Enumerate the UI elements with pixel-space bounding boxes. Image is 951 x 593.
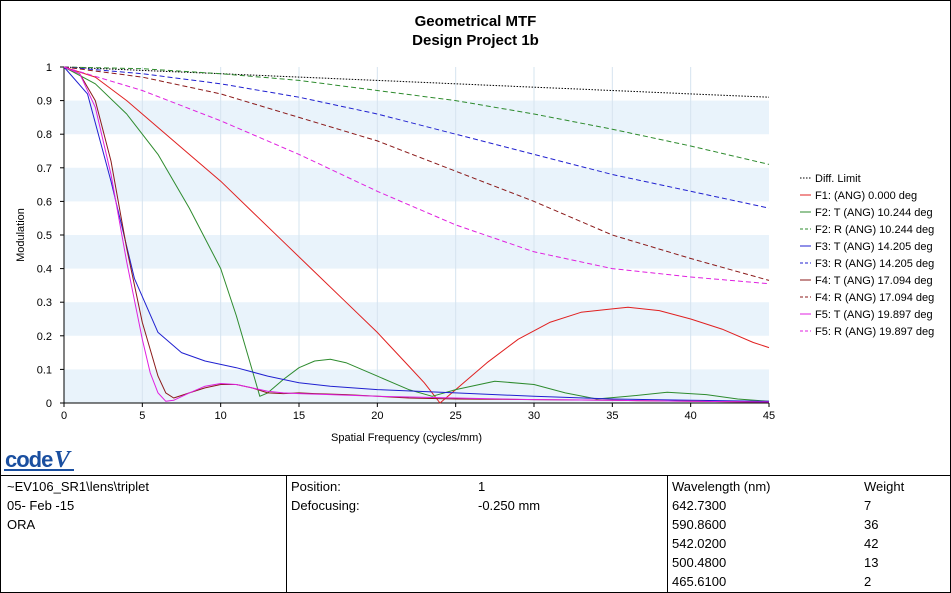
date-text: 05- Feb -15 [7, 498, 75, 513]
info-top-border [0, 475, 951, 476]
info-divider-1 [286, 475, 287, 592]
y-tick-label: 0.2 [37, 331, 52, 343]
mtf-plot: 0 5 10 15 20 25 30 35 40 45 0 0.1 0.2 0.3 0.4 0.5 0.6 0.7… [15, 62, 934, 444]
series-line [63, 66, 770, 281]
legend-label: Diff. Limit [815, 173, 861, 185]
legend-label: F2: R (ANG) 10.244 deg [815, 224, 934, 236]
x-tick-label: 15 [293, 410, 305, 422]
weight-value: 42 [864, 536, 879, 551]
weight-value: 2 [864, 574, 872, 589]
series-line [63, 66, 770, 404]
x-tick-label: 10 [215, 410, 227, 422]
position-value: 1 [478, 479, 486, 494]
weight-value: 7 [864, 498, 872, 513]
grid-band [64, 302, 769, 336]
chart-subtitle: Design Project 1b [412, 32, 539, 49]
y-tick-label: 0.6 [37, 196, 52, 208]
weight-value: 36 [864, 517, 879, 532]
y-tick-label: 0.8 [37, 129, 52, 141]
info-panel: ~EV106_SR1\lens\triplet 05- Feb -15 ORA … [0, 475, 951, 593]
legend-label: F5: R (ANG) 19.897 deg [815, 326, 934, 338]
y-tick-label: 0 [46, 398, 52, 410]
defocus-label: Defocusing: [291, 498, 360, 513]
legend-label: F4: T (ANG) 17.094 deg [815, 275, 933, 287]
y-tick-label: 0.4 [37, 264, 52, 276]
wavelength-value: 500.4800 [672, 555, 727, 570]
chart-title: Geometrical MTF [414, 13, 537, 30]
info-divider-2 [667, 475, 668, 592]
x-tick-label: 0 [61, 410, 67, 422]
y-tick-label: 0.5 [37, 230, 52, 242]
series-line [63, 66, 770, 402]
grid-band [64, 100, 769, 135]
x-tick-label: 30 [528, 410, 540, 422]
y-tick-label: 0.9 [37, 96, 52, 108]
legend-label: F3: R (ANG) 14.205 deg [815, 258, 934, 270]
legend-label: F4: R (ANG) 17.094 deg [815, 292, 934, 304]
x-tick-label: 40 [685, 410, 697, 422]
x-tick-label: 5 [139, 410, 145, 422]
series-line [63, 66, 770, 98]
wavelength-header: Wavelength (nm) [672, 479, 771, 494]
defocus-value: -0.250 mm [478, 498, 541, 513]
grid-band [64, 167, 769, 202]
x-axis-label: Spatial Frequency (cycles/mm) [331, 432, 482, 444]
legend-label: F3: T (ANG) 14.205 deg [815, 241, 933, 253]
x-tick-label: 35 [606, 410, 618, 422]
grid-band [64, 235, 769, 269]
legend-label: F1: (ANG) 0.000 deg [815, 190, 917, 202]
legend-label: F5: T (ANG) 19.897 deg [815, 309, 933, 321]
y-tick-label: 0.7 [37, 163, 52, 175]
svg-text:code: code [5, 447, 53, 472]
series-line [63, 66, 770, 285]
x-tick-label: 45 [763, 410, 775, 422]
y-tick-label: 0.3 [37, 297, 52, 309]
wavelength-value: 465.6100 [672, 574, 727, 589]
wavelength-value: 542.0200 [672, 536, 727, 551]
position-label: Position: [291, 479, 341, 494]
legend-label: F2: T (ANG) 10.244 deg [815, 207, 933, 219]
weight-header: Weight [864, 479, 905, 494]
wavelength-value: 642.7300 [672, 498, 727, 513]
y-tick-label: 0.1 [37, 364, 52, 376]
code-v-logo: code V [4, 447, 74, 473]
y-tick-label: 1 [46, 62, 52, 74]
org-text: ORA [7, 517, 36, 532]
svg-text:V: V [54, 447, 72, 473]
x-tick-label: 25 [450, 410, 462, 422]
wavelength-value: 590.8600 [672, 517, 727, 532]
file-path: ~EV106_SR1\lens\triplet [7, 479, 150, 494]
chart-title-block: Geometrical MTF Design Project 1b [0, 12, 951, 50]
series-line [63, 66, 770, 165]
series-line [63, 66, 770, 403]
x-tick-label: 20 [371, 410, 383, 422]
weight-value: 13 [864, 555, 879, 570]
y-axis-label: Modulation [15, 208, 27, 262]
